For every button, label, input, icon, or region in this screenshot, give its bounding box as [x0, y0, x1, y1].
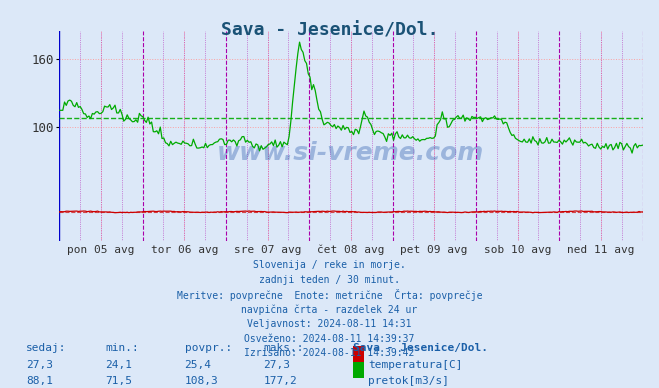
- Text: pretok[m3/s]: pretok[m3/s]: [368, 376, 449, 386]
- Text: navpična črta - razdelek 24 ur: navpična črta - razdelek 24 ur: [241, 304, 418, 315]
- Text: Izrisano: 2024-08-11 14:39:42: Izrisano: 2024-08-11 14:39:42: [244, 348, 415, 359]
- Text: 177,2: 177,2: [264, 376, 297, 386]
- Text: 88,1: 88,1: [26, 376, 53, 386]
- Text: Meritve: povprečne  Enote: metrične  Črta: povprečje: Meritve: povprečne Enote: metrične Črta:…: [177, 289, 482, 301]
- Text: Sava - Jesenice/Dol.: Sava - Jesenice/Dol.: [353, 343, 488, 353]
- Text: 27,3: 27,3: [264, 360, 291, 370]
- Text: 25,4: 25,4: [185, 360, 212, 370]
- Text: 71,5: 71,5: [105, 376, 132, 386]
- Text: 108,3: 108,3: [185, 376, 218, 386]
- Text: Veljavnost: 2024-08-11 14:31: Veljavnost: 2024-08-11 14:31: [247, 319, 412, 329]
- Text: www.si-vreme.com: www.si-vreme.com: [217, 140, 484, 165]
- Text: Sava - Jesenice/Dol.: Sava - Jesenice/Dol.: [221, 21, 438, 39]
- Text: Slovenija / reke in morje.: Slovenija / reke in morje.: [253, 260, 406, 270]
- Text: zadnji teden / 30 minut.: zadnji teden / 30 minut.: [259, 275, 400, 285]
- Text: povpr.:: povpr.:: [185, 343, 232, 353]
- Text: maks.:: maks.:: [264, 343, 304, 353]
- Text: 27,3: 27,3: [26, 360, 53, 370]
- Text: temperatura[C]: temperatura[C]: [368, 360, 463, 370]
- Text: 24,1: 24,1: [105, 360, 132, 370]
- Text: sedaj:: sedaj:: [26, 343, 67, 353]
- Text: min.:: min.:: [105, 343, 139, 353]
- Text: Osveženo: 2024-08-11 14:39:37: Osveženo: 2024-08-11 14:39:37: [244, 334, 415, 344]
